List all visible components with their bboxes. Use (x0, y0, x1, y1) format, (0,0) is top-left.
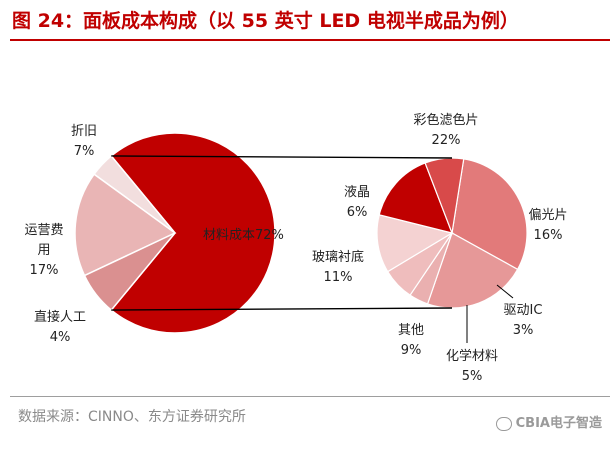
sub-pie-label-4: 其他 9% (398, 323, 424, 358)
sub-pie-slice-4 (376, 214, 454, 273)
connector-line-bottom (111, 307, 453, 311)
source-rule (10, 396, 610, 397)
sub-pie-slice-1 (426, 232, 519, 309)
main-pie-slice-2 (74, 173, 177, 277)
sub-pie-label-2: 驱动IC 3% (504, 303, 543, 338)
main-pie-slice-3 (83, 232, 176, 312)
main-pie-label-0: 材料成本72% (203, 228, 284, 243)
leader-line-drive-ic (496, 284, 514, 299)
source-note: 数据来源：CINNO、东方证券研究所 (18, 409, 246, 425)
sub-pie-label-6: 液晶 6% (344, 185, 370, 220)
sub-pie-slice-0 (451, 158, 528, 271)
main-pie-label-3: 折旧 7% (71, 124, 97, 159)
sub-pie-label-3: 化学材料 5% (446, 348, 498, 384)
watermark: CBIA电子智造 (495, 412, 602, 431)
wechat-icon (495, 416, 512, 431)
sub-pie-label-5: 玻璃衬底 11% (312, 249, 364, 285)
connector-line-top (111, 155, 453, 159)
chart-title: 图 24：面板成本构成（以 55 英寸 LED 电视半成品为例） (12, 10, 519, 32)
main-pie-label-2: 运营费用 17% (24, 223, 63, 278)
title-rule (10, 39, 610, 41)
main-pie-slice-0 (110, 132, 276, 334)
sub-pie-slice-5 (378, 162, 453, 234)
watermark-text: CBIA电子智造 (515, 416, 602, 431)
sub-pie-label-1: 偏光片 16% (528, 208, 567, 243)
sub-pie-label-0: 彩色滤色片 22% (413, 112, 478, 148)
main-pie-label-1: 直接人工 4% (34, 309, 86, 345)
